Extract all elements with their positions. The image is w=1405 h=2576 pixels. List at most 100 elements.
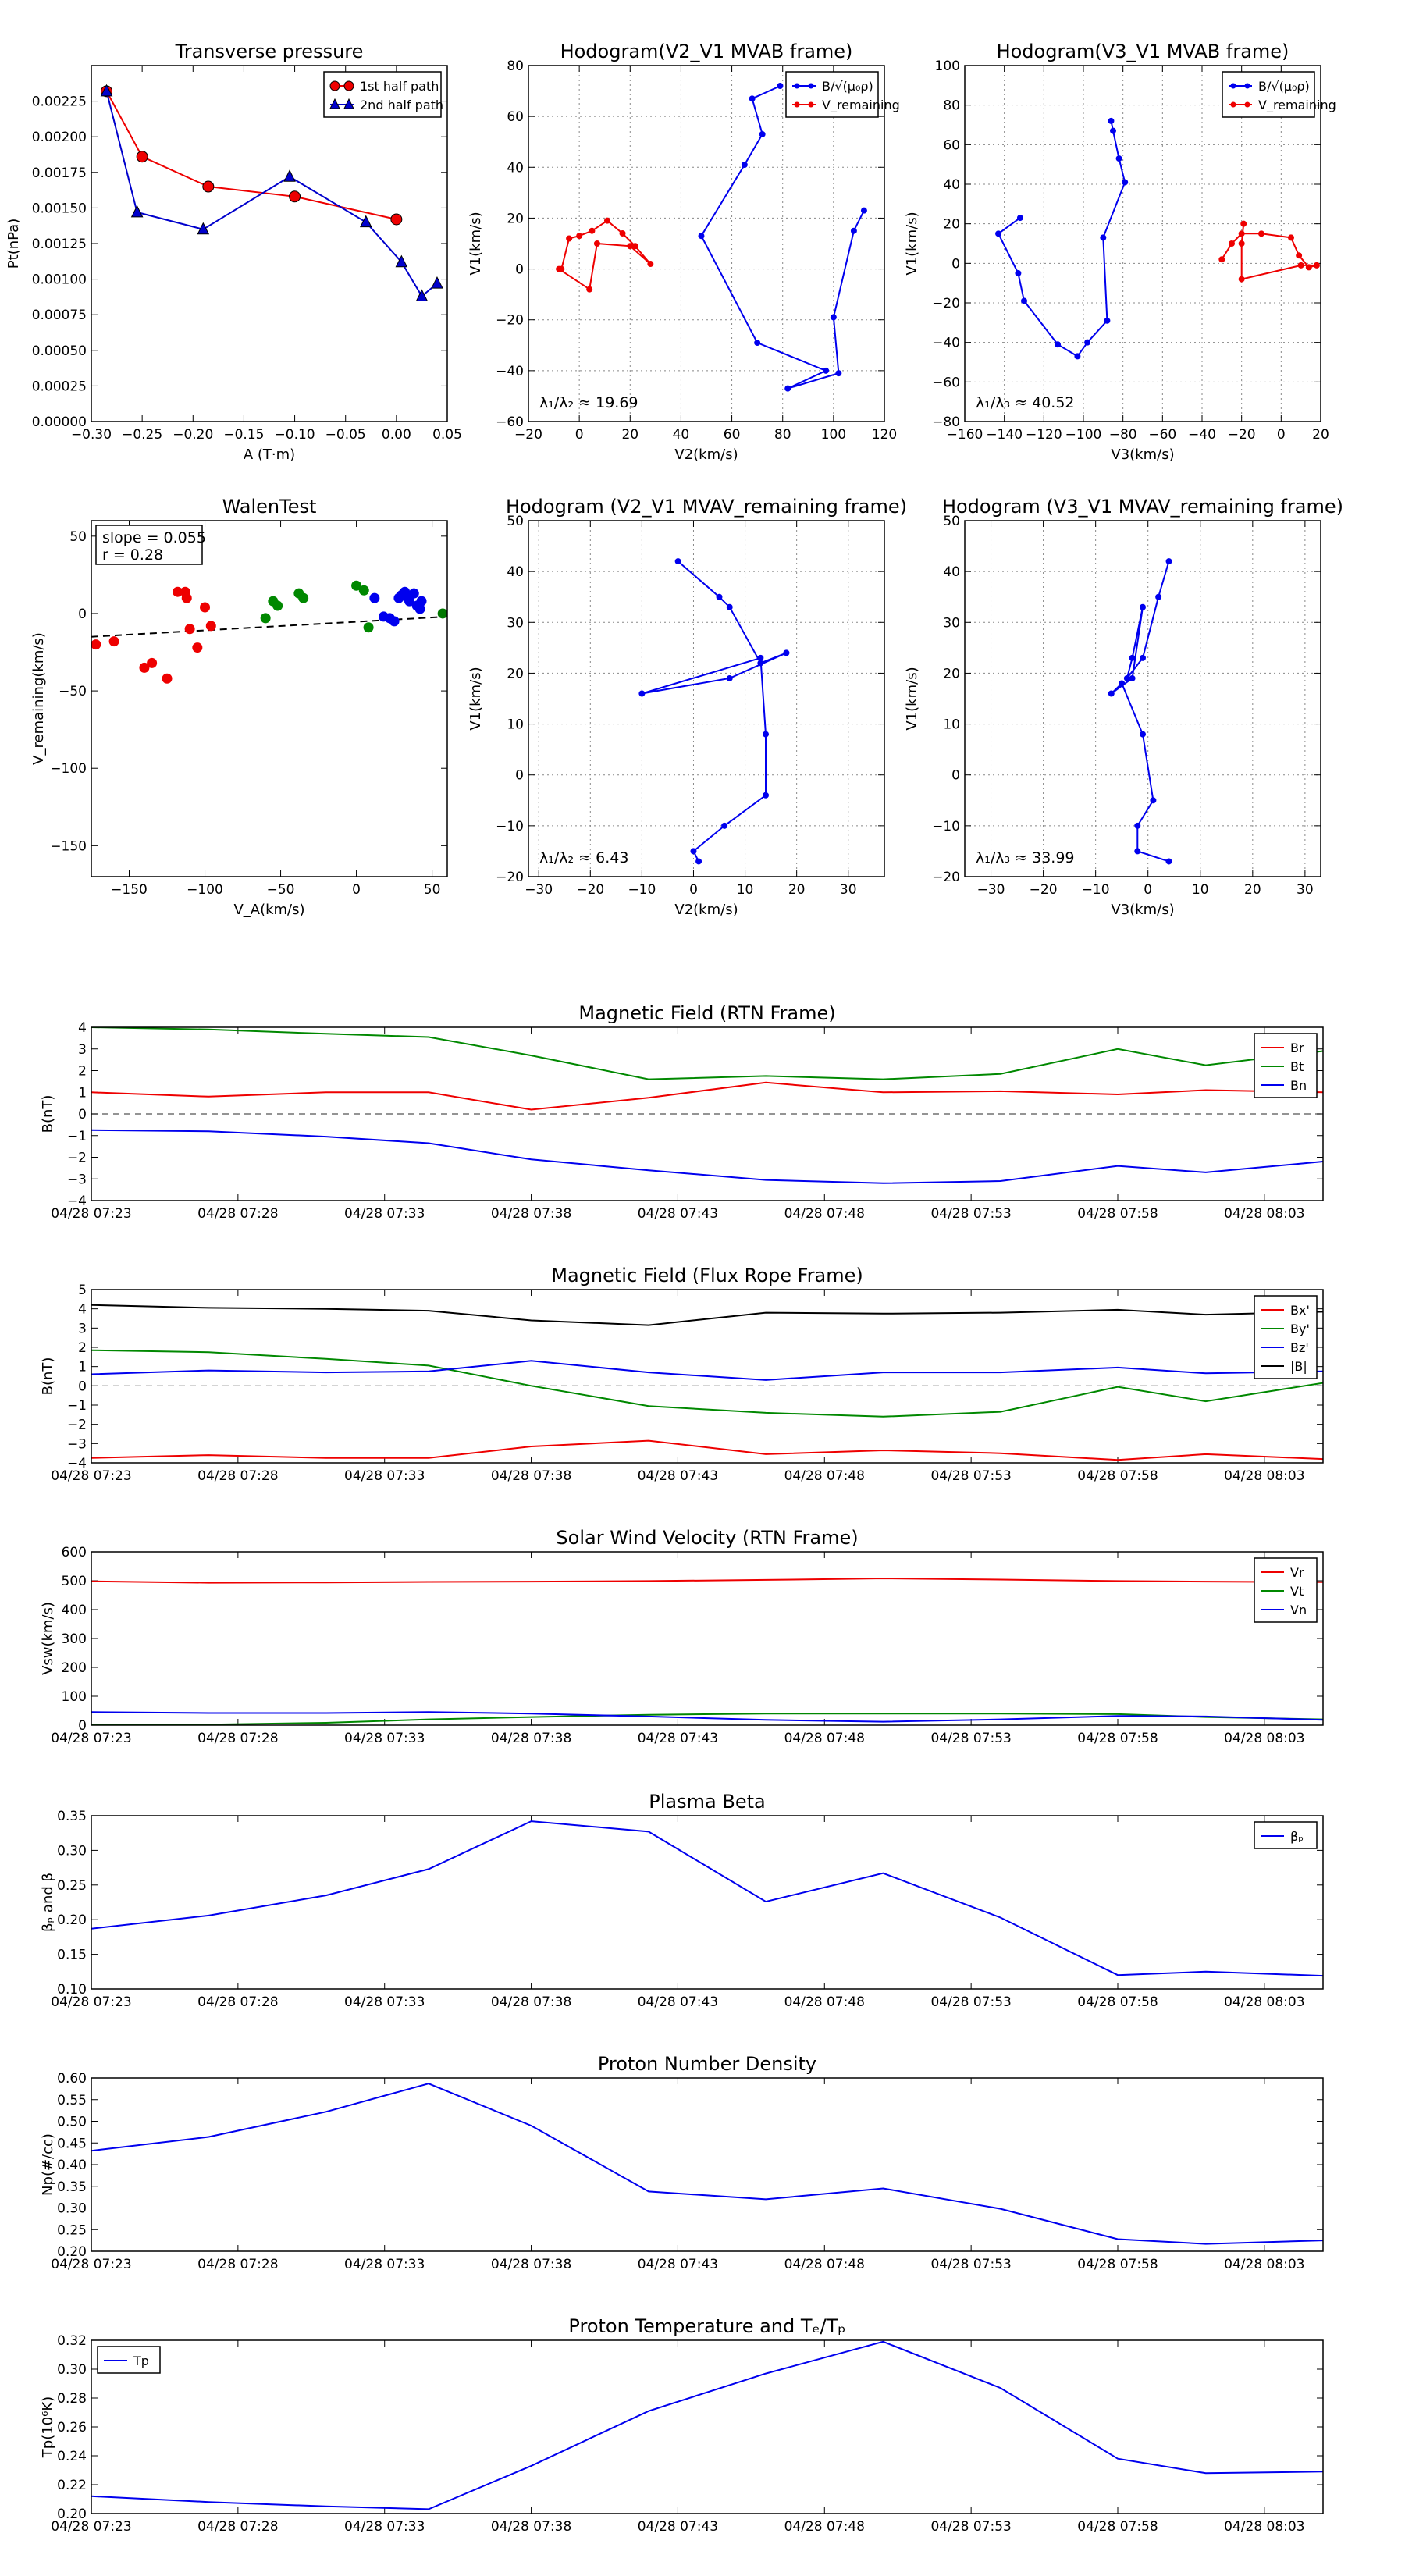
y-tick-label: −2 bbox=[67, 1151, 87, 1166]
data-point bbox=[830, 314, 837, 321]
data-point bbox=[1134, 848, 1141, 855]
x-tick-label: 04/28 07:23 bbox=[51, 1206, 131, 1222]
annotation-text: r = 0.28 bbox=[102, 546, 163, 564]
data-point bbox=[1122, 179, 1129, 186]
data-point bbox=[576, 233, 583, 240]
data-point bbox=[589, 227, 596, 234]
x-tick-label: 04/28 07:38 bbox=[491, 1206, 571, 1222]
legend: βₚ bbox=[1254, 1821, 1318, 1849]
y-tick-label: 50 bbox=[943, 514, 960, 529]
data-point bbox=[395, 254, 408, 268]
data-point bbox=[1055, 341, 1062, 348]
y-tick-label: −10 bbox=[932, 819, 960, 834]
series-vr-line bbox=[91, 1577, 1323, 1584]
plot-area bbox=[995, 117, 1320, 360]
y-tick-label: 40 bbox=[943, 177, 960, 193]
y-tick-label: 0.20 bbox=[57, 2507, 87, 2522]
data-point bbox=[100, 84, 113, 97]
x-tick-label: −30 bbox=[525, 882, 553, 898]
y-tick-label: 0 bbox=[515, 768, 524, 784]
legend-marker bbox=[808, 83, 814, 89]
data-point bbox=[631, 243, 638, 250]
x-tick-label: 04/28 07:43 bbox=[638, 2519, 718, 2535]
scatter-point bbox=[404, 596, 414, 607]
legend-marker bbox=[343, 80, 354, 91]
data-point bbox=[1140, 654, 1146, 661]
x-axis-label: V2(km/s) bbox=[674, 902, 738, 918]
x-tick-label: −0.20 bbox=[173, 427, 213, 443]
chart-p5: Hodogram (V2_V1 MVAV_remaining frame) −30… bbox=[468, 496, 907, 918]
plot-area bbox=[91, 580, 447, 684]
y-tick-label: 0.25 bbox=[57, 1878, 87, 1894]
series---line bbox=[91, 1820, 1323, 1977]
data-point bbox=[1238, 240, 1245, 247]
scatter-point bbox=[181, 592, 192, 603]
legend-marker bbox=[343, 98, 354, 109]
scatter-point bbox=[437, 608, 447, 619]
y-axis-label: βₚ and β bbox=[40, 1873, 56, 1932]
chart-ts1: Magnetic Field (RTN Frame) 04/28 07:23 04/… bbox=[40, 1002, 1324, 1222]
data-point bbox=[1218, 256, 1225, 263]
chart-title: WalenTest bbox=[222, 496, 317, 518]
y-tick-label: 1 bbox=[78, 1360, 87, 1375]
scatter-point bbox=[260, 613, 271, 624]
y-tick-label: 0.26 bbox=[57, 2420, 87, 2435]
y-axis-label: V1(km/s) bbox=[904, 212, 920, 275]
data-point bbox=[695, 858, 702, 865]
x-tick-label: −40 bbox=[1188, 427, 1216, 443]
data-point bbox=[1165, 558, 1172, 565]
scatter-point bbox=[351, 580, 362, 591]
y-tick-label: 0.00125 bbox=[32, 237, 87, 252]
x-tick-label: 04/28 07:43 bbox=[638, 2257, 718, 2272]
series-br-line bbox=[91, 1081, 1323, 1111]
x-tick-label: 04/28 07:38 bbox=[491, 1731, 571, 1746]
x-tick-label: 120 bbox=[872, 427, 897, 443]
scatter-point bbox=[162, 673, 173, 684]
x-tick-label: 04/28 07:23 bbox=[51, 2257, 131, 2272]
data-point bbox=[1165, 858, 1172, 865]
x-tick-label: −0.25 bbox=[122, 427, 162, 443]
y-tick-label: 0.00150 bbox=[32, 201, 87, 216]
series-vt-line bbox=[91, 1713, 1323, 1725]
plot-frame bbox=[528, 520, 885, 877]
y-tick-label: 3 bbox=[78, 1321, 87, 1336]
chart-ts5: Proton Number Density 04/28 07:23 04/28 07… bbox=[40, 2053, 1324, 2272]
y-tick-label: 80 bbox=[943, 98, 960, 114]
annotation-text: λ₁/λ₂ ≈ 19.69 bbox=[539, 394, 638, 411]
x-tick-label: 04/28 07:48 bbox=[784, 1994, 865, 2010]
chart-title: Proton Temperature and Tₑ/Tₚ bbox=[568, 2315, 845, 2337]
x-tick-label: −60 bbox=[1148, 427, 1176, 443]
data-point bbox=[130, 205, 144, 218]
y-tick-label: 40 bbox=[507, 564, 524, 580]
y-tick-label: −1 bbox=[67, 1129, 87, 1144]
data-point bbox=[1115, 155, 1122, 162]
plot-frame bbox=[964, 65, 1321, 422]
x-tick-label: 04/28 07:48 bbox=[784, 1206, 865, 1222]
data-point bbox=[741, 162, 748, 169]
y-tick-label: 300 bbox=[62, 1631, 87, 1647]
y-tick-label: 20 bbox=[943, 666, 960, 681]
plot-frame bbox=[964, 520, 1321, 877]
x-tick-label: 30 bbox=[1297, 882, 1314, 898]
legend-label: Vt bbox=[1290, 1584, 1304, 1599]
data-point bbox=[638, 690, 646, 697]
x-tick-label: 04/28 08:03 bbox=[1224, 1994, 1304, 2010]
y-tick-label: 0 bbox=[78, 1379, 87, 1394]
x-tick-label: 04/28 07:28 bbox=[197, 1468, 278, 1484]
x-tick-label: 04/28 07:58 bbox=[1077, 2519, 1158, 2535]
data-point bbox=[627, 243, 634, 250]
y-tick-label: −4 bbox=[67, 1194, 87, 1209]
series-b--line bbox=[700, 85, 865, 390]
y-tick-label: −3 bbox=[67, 1436, 87, 1452]
x-tick-label: 04/28 08:03 bbox=[1224, 2257, 1304, 2272]
data-point bbox=[1021, 297, 1027, 304]
plot-area bbox=[638, 558, 790, 865]
plot-frame bbox=[91, 1551, 1324, 1726]
series-bn-line bbox=[91, 1129, 1323, 1184]
legend-label: Bn bbox=[1290, 1078, 1307, 1093]
y-tick-label: 0.00175 bbox=[32, 165, 87, 181]
data-point bbox=[784, 385, 791, 392]
x-tick-label: −80 bbox=[1109, 427, 1137, 443]
scatter-point bbox=[139, 662, 150, 673]
